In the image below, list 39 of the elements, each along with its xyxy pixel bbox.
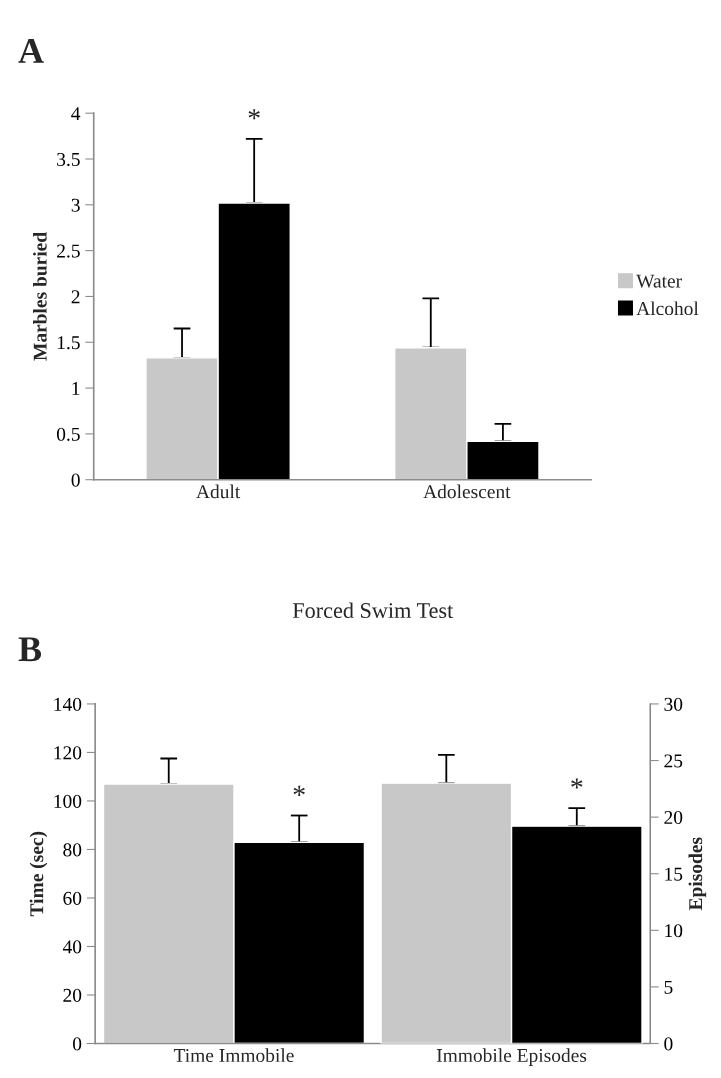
y-tick-label: 3.5: [57, 152, 80, 167]
y2-tick-label: 25: [664, 754, 683, 768]
x-tick-label: Immobile Episodes: [436, 1048, 587, 1066]
x-tick-label: Adult: [196, 484, 241, 499]
y2-tick-label: 0: [664, 1037, 673, 1051]
y-tick-label: 140: [54, 697, 82, 711]
y2-tick-label: 5: [664, 980, 673, 994]
y-tick-label: 100: [54, 794, 82, 808]
y2-axis-title: Episodes: [688, 837, 707, 911]
text: B: [18, 637, 42, 662]
y-tick-label: 4: [71, 107, 81, 120]
x-tick-label: Time Immobile: [173, 1048, 294, 1063]
y-tick-label: 1.5: [57, 336, 80, 350]
y2-tick-label: 20: [664, 810, 683, 825]
chart-title: Forced Swim Test: [292, 602, 454, 619]
y2-tick-label: 30: [664, 697, 683, 711]
y2-tick-label: 15: [665, 867, 683, 881]
y-tick-label: 0: [71, 473, 80, 487]
y-axis-title: Time (sec): [29, 831, 48, 917]
y-tick-label: 2: [71, 290, 80, 304]
data-label: *: [571, 778, 583, 789]
data-label: *: [293, 785, 305, 797]
data-label: *: [248, 109, 260, 120]
x-tick-label: Adolescent: [423, 484, 511, 499]
y-tick-label: 2.5: [57, 244, 80, 258]
y-tick-label: 80: [63, 843, 82, 857]
y-tick-label: 1: [72, 381, 80, 395]
y-tick-label: 0: [73, 1037, 82, 1051]
y-tick-label: 40: [62, 940, 82, 954]
text: A: [18, 38, 44, 63]
legend-label: Water: [636, 274, 682, 288]
y-tick-label: 60: [63, 891, 82, 905]
legend-label: Alcohol: [636, 301, 699, 316]
y-tick-label: 20: [63, 988, 82, 1002]
y-tick-label: 0.5: [56, 427, 80, 441]
y2-tick-label: 10: [665, 924, 683, 938]
y-tick-label: 120: [54, 746, 82, 760]
y-axis-title: Marbles buried: [33, 232, 47, 361]
y-tick-label: 3: [71, 198, 80, 212]
